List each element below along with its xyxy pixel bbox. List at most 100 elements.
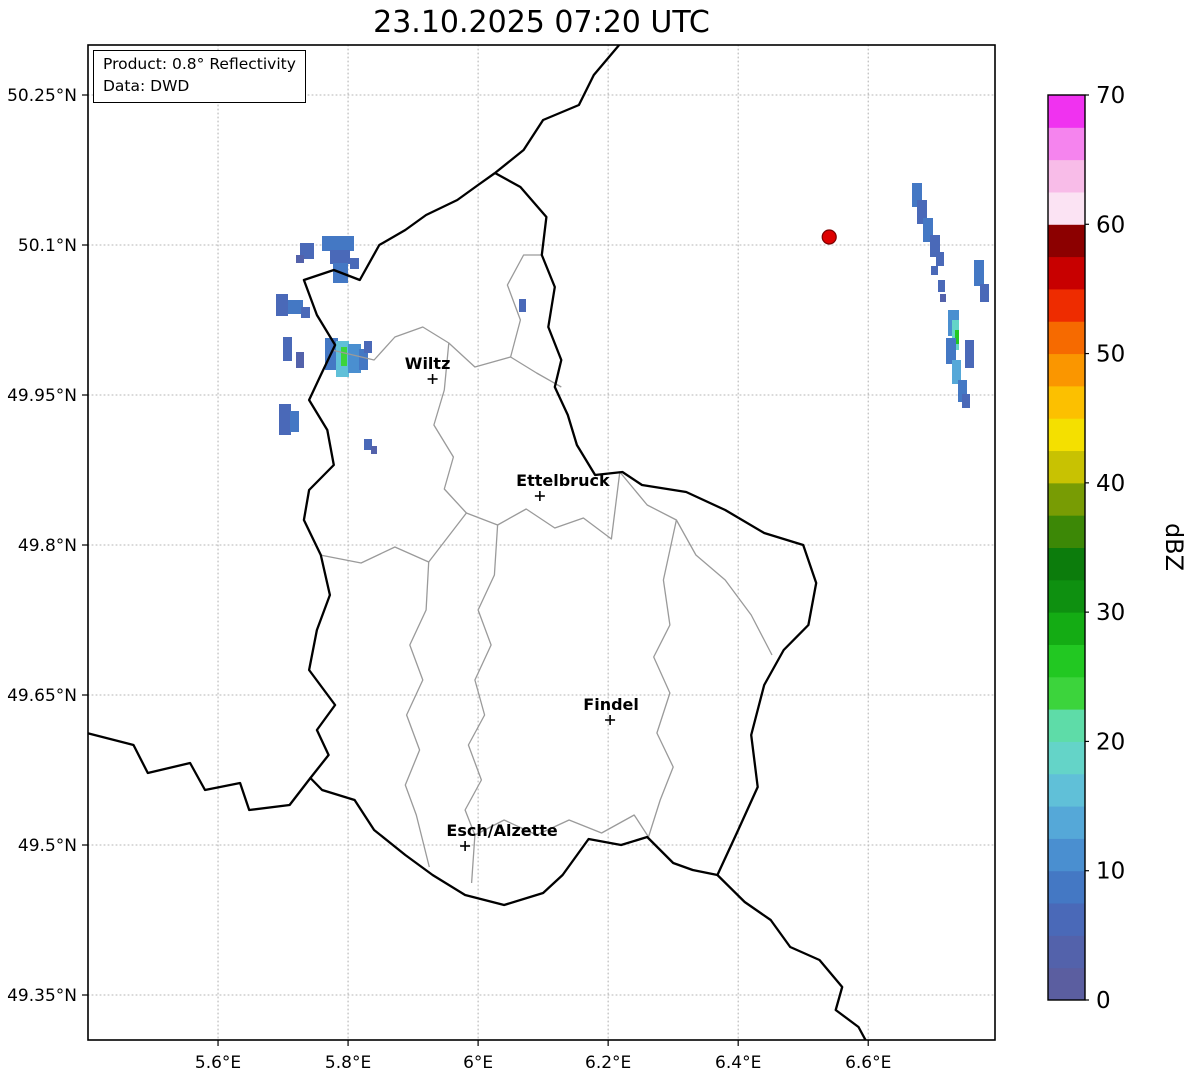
data-source-line: Data: DWD <box>103 76 190 95</box>
radar-echo-pixel <box>965 340 974 368</box>
colorbar-segment <box>1048 579 1085 613</box>
colorbar-tick-label: 40 <box>1096 471 1125 497</box>
country-border <box>302 171 818 907</box>
radar-echo-pixel <box>348 344 361 373</box>
city-layer: Wiltz Ettelbruck Findel Esch/Alzette <box>405 354 639 851</box>
colorbar-segment <box>1048 709 1085 742</box>
colorbar-tick-label: 30 <box>1096 600 1125 626</box>
district-border <box>433 342 467 514</box>
colorbar-segment <box>1048 773 1085 807</box>
district-border <box>619 471 773 656</box>
product-info-box: Product: 0.8° Reflectivity Data: DWD <box>93 50 306 104</box>
district-border <box>506 254 542 358</box>
y-axis-tick-label: 50.1°N <box>18 236 77 256</box>
radar-site-marker <box>821 229 837 245</box>
colorbar-segment <box>1048 644 1085 678</box>
colorbar-unit-label: dBZ <box>1160 523 1184 571</box>
y-axis-tick-label: 49.8°N <box>18 536 77 556</box>
radar-echo-pixel <box>938 280 945 292</box>
colorbar-segment <box>1048 870 1085 904</box>
district-border <box>474 814 650 838</box>
radar-echo-pixel <box>923 218 933 242</box>
colorbar-segment <box>1048 903 1085 936</box>
colorbar: 0 10 20 30 40 50 60 70 <box>1047 83 1125 1014</box>
country-border <box>494 45 621 174</box>
district-border <box>464 524 499 884</box>
radar-echo-pixel <box>322 236 354 251</box>
city-label: Wiltz <box>405 354 451 373</box>
colorbar-segment <box>1048 95 1085 128</box>
radar-echo-pixel <box>940 294 946 302</box>
radar-echo-pixel <box>912 183 922 207</box>
colorbar-segment <box>1048 741 1085 775</box>
radar-echo-pixel <box>359 349 368 370</box>
radar-echo-pixel <box>301 307 310 318</box>
radar-echo-pixel <box>296 352 304 368</box>
radar-echo-pixel <box>279 404 291 435</box>
radar-echo-pixel <box>341 347 347 366</box>
x-axis-tick-label: 6.4°E <box>715 1053 761 1073</box>
colorbar-segment <box>1048 935 1085 969</box>
map-frame <box>87 44 996 1041</box>
city-label: Findel <box>583 695 639 714</box>
radar-echo-pixel <box>290 411 299 432</box>
colorbar-segment <box>1048 224 1085 258</box>
y-axis-tick-label: 50.25°N <box>7 86 77 106</box>
colorbar-segment <box>1048 385 1085 419</box>
radar-echo-pixel <box>288 300 303 314</box>
radar-echo-pixel <box>936 252 944 266</box>
radar-echo-pixel <box>930 235 940 257</box>
axes-grid: 5.6°E 5.8°E 6°E 6.2°E 6.4°E 6.6°E 50.25°N 50.1°… <box>7 44 996 1073</box>
radar-echo-pixel <box>974 260 984 286</box>
radar-echo-pixel <box>980 284 989 302</box>
colorbar-segment <box>1048 547 1085 581</box>
x-axis-tick-label: 6°E <box>463 1053 493 1073</box>
colorbar-tick-label: 60 <box>1096 212 1125 238</box>
country-border-layer <box>88 45 867 1040</box>
country-border <box>716 874 867 1040</box>
y-axis-tick-label: 49.35°N <box>7 986 77 1006</box>
radar-echo-pixel <box>350 258 359 269</box>
colorbar-segment <box>1048 127 1085 161</box>
y-axis-tick-label: 49.65°N <box>7 686 77 706</box>
radar-echo-pixel <box>330 250 350 264</box>
colorbar-tick-label: 20 <box>1096 729 1125 755</box>
colorbar-segment <box>1048 321 1085 355</box>
colorbar-tick-label: 10 <box>1096 859 1125 885</box>
colorbar-segment <box>1048 418 1085 452</box>
radar-echo-pixel <box>931 266 938 275</box>
colorbar-segment <box>1048 353 1085 387</box>
colorbar-segment <box>1048 515 1085 548</box>
y-axis-tick-label: 49.5°N <box>18 836 77 856</box>
radar-echo-pixel <box>276 294 288 316</box>
district-border-layer <box>319 254 773 884</box>
colorbar-segment <box>1048 612 1085 645</box>
city-label: Ettelbruck <box>516 471 610 490</box>
colorbar-tick-label: 0 <box>1096 988 1111 1014</box>
country-border <box>88 732 312 812</box>
colorbar-outline <box>1047 94 1086 1001</box>
district-border <box>404 561 430 868</box>
product-info-line: Product: 0.8° Reflectivity <box>103 55 296 73</box>
radar-echo-pixel <box>364 439 372 450</box>
colorbar-segment <box>1048 288 1085 322</box>
colorbar-segment <box>1048 256 1085 290</box>
x-axis-tick-label: 5.8°E <box>325 1053 371 1073</box>
figure-title: 23.10.2025 07:20 UTC <box>373 5 710 40</box>
colorbar-segment <box>1048 838 1085 872</box>
colorbar-tick-label: 70 <box>1096 83 1125 109</box>
colorbar-segment <box>1048 450 1085 484</box>
colorbar-segment <box>1048 482 1085 516</box>
radar-echo-pixel <box>296 255 304 263</box>
city-label: Esch/Alzette <box>446 821 558 840</box>
colorbar-segment <box>1048 806 1085 839</box>
y-axis-tick-label: 49.95°N <box>7 386 77 406</box>
radar-echo-layer <box>276 183 989 454</box>
colorbar-segment <box>1048 159 1085 193</box>
radar-echo-pixel <box>364 341 372 353</box>
radar-echo-pixel <box>955 330 959 344</box>
radar-echo-pixel <box>371 446 377 454</box>
radar-echo-pixel <box>958 380 967 402</box>
radar-echo-pixel <box>519 299 526 312</box>
